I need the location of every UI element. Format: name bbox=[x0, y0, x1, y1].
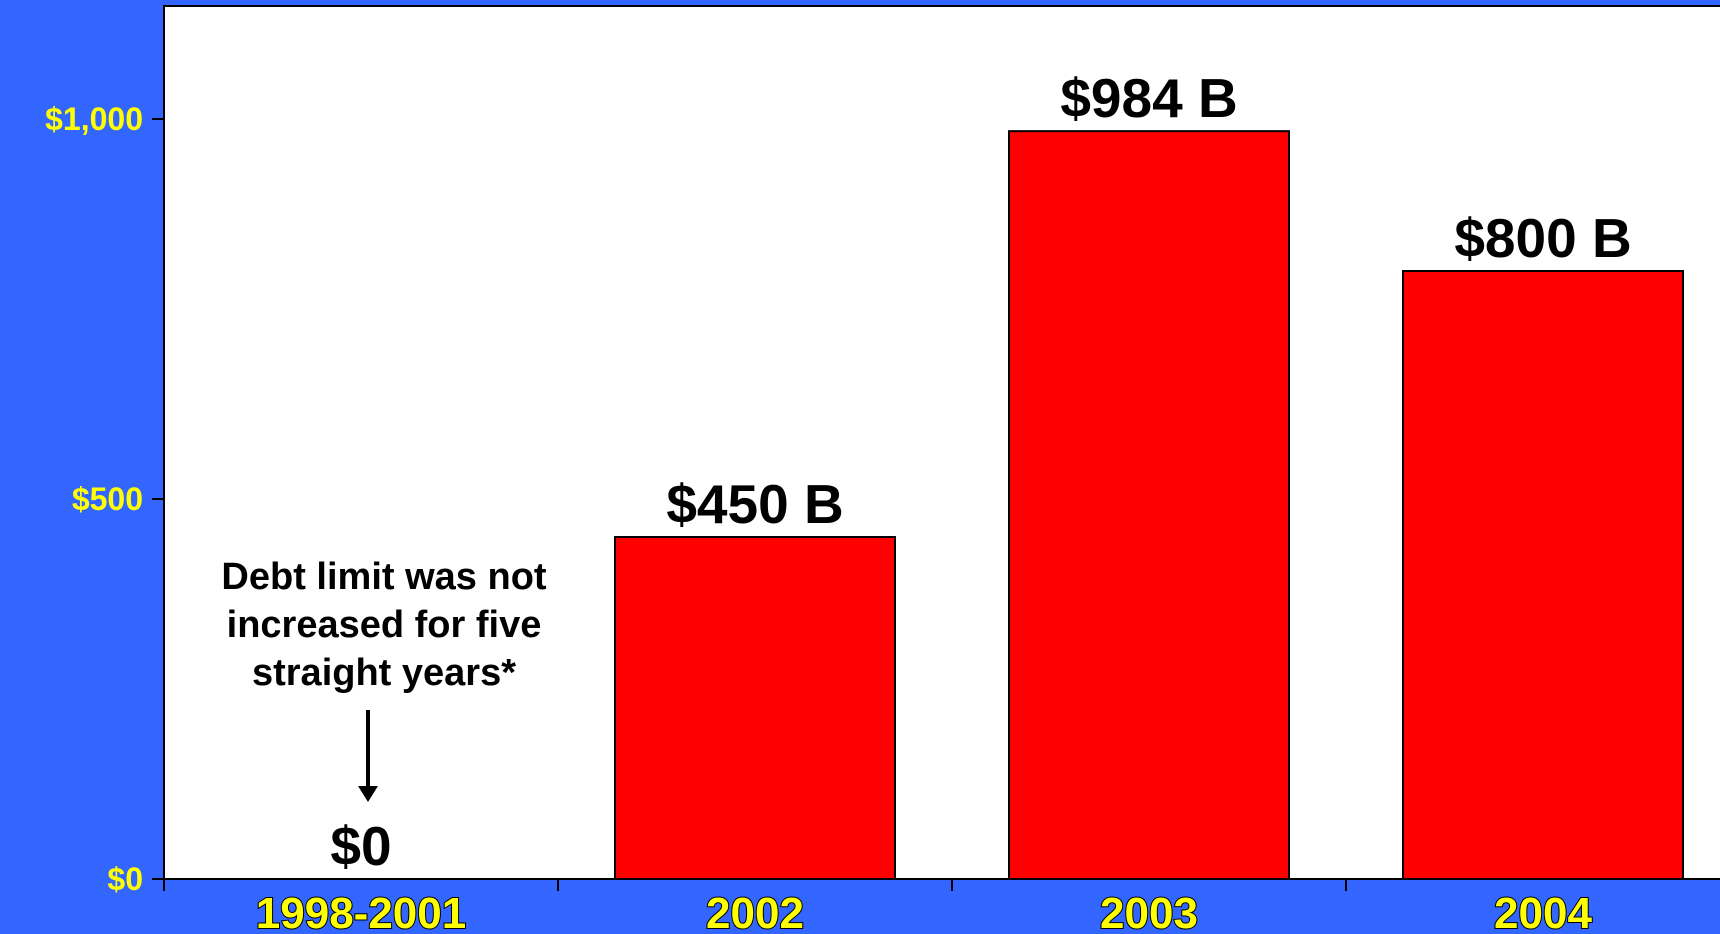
bar-2003 bbox=[1008, 130, 1290, 881]
x-tick-labels: 1998-2001 2002 2003 2004 bbox=[255, 888, 1594, 934]
x-tick-label-2003: 2003 bbox=[1100, 889, 1198, 934]
x-tick-label-1998-2001: 1998-2001 bbox=[256, 889, 466, 934]
annotation-line-2: increased for five bbox=[227, 604, 542, 646]
annotation-arrow-head bbox=[358, 786, 378, 802]
annotation-line-3: straight years* bbox=[252, 652, 516, 694]
data-label-1998-2001: $0 bbox=[330, 815, 391, 877]
data-label-2002: $450 B bbox=[666, 473, 843, 535]
data-label-2004: $800 B bbox=[1454, 207, 1631, 269]
data-labels: $0 $450 B $984 B $800 B bbox=[330, 67, 1631, 877]
annotation-group: Debt limit was not increased for five st… bbox=[221, 556, 547, 802]
annotation-line-1: Debt limit was not bbox=[221, 556, 546, 598]
y-tick-labels: $0 $500 $1,000 bbox=[45, 101, 143, 897]
y-tick-label: $0 bbox=[107, 861, 143, 897]
y-tick-label: $500 bbox=[72, 481, 143, 517]
x-tick-label-2004: 2004 bbox=[1494, 889, 1592, 934]
x-tick-label-2002: 2002 bbox=[706, 889, 804, 934]
axes-group bbox=[152, 118, 1347, 891]
bar-2002 bbox=[614, 536, 896, 880]
data-label-2003: $984 B bbox=[1060, 67, 1237, 129]
y-tick-label: $1,000 bbox=[45, 101, 143, 137]
bars-group bbox=[614, 130, 1684, 881]
bar-2004 bbox=[1402, 270, 1684, 880]
